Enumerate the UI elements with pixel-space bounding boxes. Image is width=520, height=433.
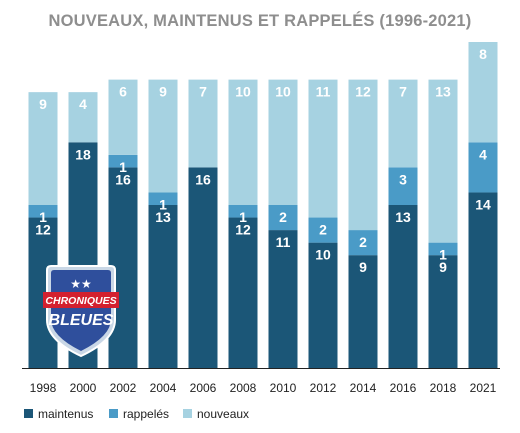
bar-nouveaux-2002 [108,79,138,155]
bar-label-maintenus-2012: 10 [315,247,331,263]
x-tick-2006: 2006 [190,381,217,395]
bar-label-maintenus-1998: 12 [35,222,51,238]
x-tick-2016: 2016 [390,381,417,395]
bar-rappelés-1998 [28,205,58,218]
x-tick-2018: 2018 [430,381,457,395]
bar-label-maintenus-2004: 13 [155,209,171,225]
bar-label-maintenus-2010: 11 [276,234,291,250]
legend-label-maintenus: maintenus [38,407,93,421]
logo-shield-inner [51,270,111,351]
logo-stars: ★★ [70,277,92,291]
legend-label-nouveaux: nouveaux [197,407,249,421]
bar-maintenus-2012 [308,242,338,368]
bar-nouveaux-2014 [348,79,378,231]
bar-maintenus-2014 [348,255,378,368]
bar-label-maintenus-2014: 9 [359,259,367,275]
x-tick-2000: 2000 [70,381,97,395]
bar-label-nouveaux-2002: 6 [119,84,127,100]
bar-maintenus-2006 [188,167,218,368]
legend-swatch-rappelés [109,409,118,418]
x-tick-2002: 2002 [110,381,137,395]
x-tick-2021: 2021 [470,381,497,395]
bar-nouveaux-1998 [28,92,58,205]
bar-rappelés-2004 [148,192,178,205]
bar-label-nouveaux-2006: 7 [199,84,207,100]
bar-label-rappelés-2002: 1 [119,159,127,175]
bar-maintenus-2008 [228,217,258,368]
x-tick-2014: 2014 [350,381,377,395]
bar-label-nouveaux-2016: 7 [399,84,407,100]
bar-maintenus-2016 [388,205,418,368]
bar-nouveaux-2000 [68,92,98,143]
bar-nouveaux-2016 [388,79,418,168]
x-tick-2012: 2012 [310,381,337,395]
bar-label-nouveaux-2012: 11 [316,84,331,100]
bar-label-rappelés-2014: 2 [359,234,367,250]
bar-label-maintenus-2016: 13 [395,209,411,225]
bar-maintenus-2010 [268,230,298,368]
logo-text-line1: CHRONIQUES [45,295,116,307]
x-tick-labels: 1998 2000 2002 2004 2006 2008 2010 2012 2014 2016… [30,381,497,395]
legend: maintenus rappelés nouveaux [24,407,249,421]
bar-label-nouveaux-2004: 9 [159,84,167,100]
chart-title: NOUVEAUX, MAINTENUS ET RAPPELÉS (1996-20… [48,12,472,30]
bar-rappelés-2014 [348,230,378,256]
bar-rappelés-2016 [388,167,418,205]
x-tick-2004: 2004 [150,381,177,395]
x-tick-2008: 2008 [230,381,257,395]
bar-label-nouveaux-2010: 10 [275,84,291,100]
bar-nouveaux-2004 [148,79,178,193]
bar-nouveaux-2006 [188,79,218,168]
bar-rappelés-2012 [308,217,338,243]
legend-label-rappelés: rappelés [123,407,169,421]
bar-label-maintenus-2018: 9 [439,259,447,275]
bar-rappelés-2002 [108,154,138,168]
chronicles-bleues-logo: ★★ CHRONIQUES BLEUES [43,265,119,358]
legend-swatch-maintenus [24,409,33,418]
bar-label-nouveaux-2008: 10 [235,84,251,100]
bar-label-nouveaux-2018: 13 [435,84,451,100]
bar-label-maintenus-2002: 16 [115,171,131,187]
bar-label-rappelés-2021: 4 [479,146,487,162]
bar-label-nouveaux-1998: 9 [39,96,47,112]
bar-rappelés-2008 [228,205,258,218]
bar-label-maintenus-2000: 18 [75,146,91,162]
bar-nouveaux-2018 [428,79,458,243]
bar-label-rappelés-2008: 1 [239,209,247,225]
bar-label-rappelés-2016: 3 [399,171,407,187]
bar-label-nouveaux-2000: 4 [79,96,87,112]
logo-band [43,292,119,308]
bar-maintenus-2018 [428,255,458,368]
bar-nouveaux-2012 [308,79,338,218]
bar-rappelés-2018 [428,242,458,256]
x-tick-1998: 1998 [30,381,57,395]
bar-label-rappelés-1998: 1 [39,209,47,225]
bar-rappelés-2010 [268,205,298,231]
bar-rappelés-2021 [468,142,498,193]
bar-label-maintenus-2006: 16 [195,171,211,187]
bar-label-maintenus-2021: 14 [475,196,491,212]
x-tick-2010: 2010 [270,381,297,395]
bar-maintenus-2021 [468,192,498,368]
bar-nouveaux-2021 [468,42,498,143]
logo-text-line2: BLEUES [49,312,114,329]
bar-nouveaux-2010 [268,79,298,205]
bar-label-nouveaux-2021: 8 [479,46,487,62]
bar-nouveaux-2008 [228,79,258,205]
bar-label-rappelés-2004: 1 [159,196,167,212]
bar-maintenus-2004 [148,205,178,368]
bar-label-rappelés-2018: 1 [439,247,447,263]
bar-label-rappelés-2012: 2 [319,222,327,238]
legend-swatch-nouveaux [183,409,192,418]
bar-label-nouveaux-2014: 12 [355,84,371,100]
bar-label-maintenus-2008: 12 [235,222,251,238]
bar-label-rappelés-2010: 2 [279,209,287,225]
